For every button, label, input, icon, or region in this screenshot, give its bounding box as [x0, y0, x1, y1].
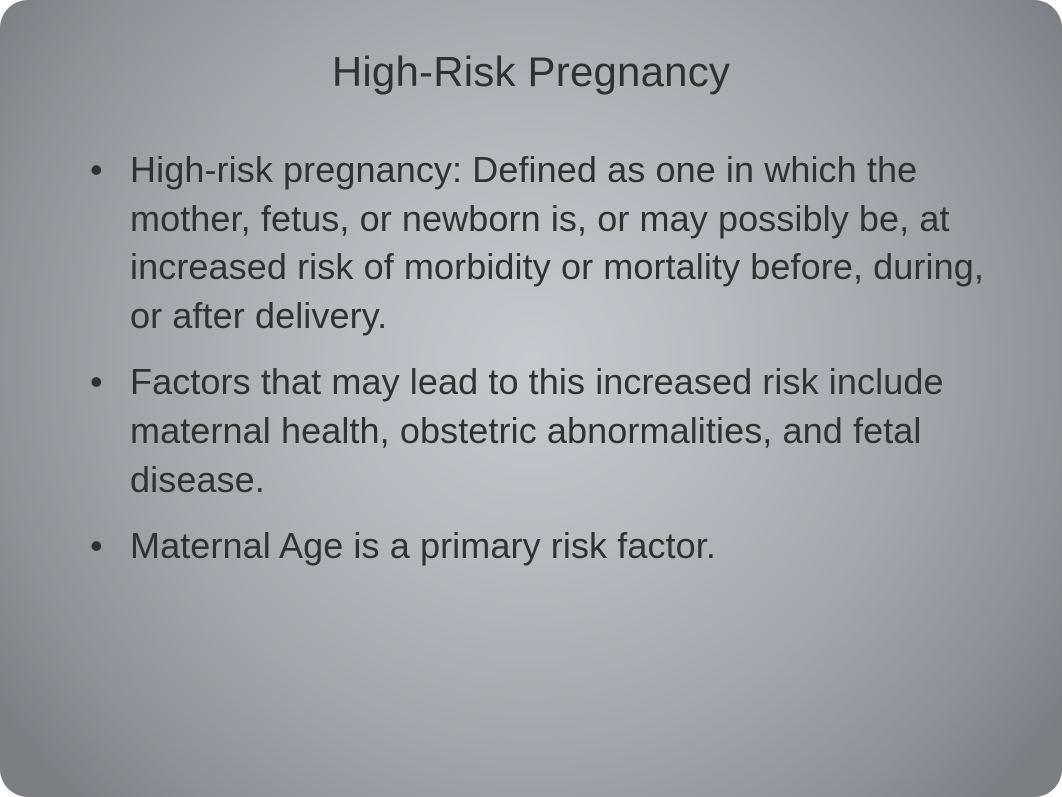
bullet-list: High-risk pregnancy: Defined as one in w…: [60, 146, 1002, 571]
bullet-text: Maternal Age is a primary risk factor.: [130, 525, 716, 566]
slide: High-Risk Pregnancy High-risk pregnancy:…: [0, 0, 1062, 797]
bullet-text: Factors that may lead to this increased …: [130, 361, 944, 499]
list-item: Maternal Age is a primary risk factor.: [90, 522, 992, 571]
bullet-text: High-risk pregnancy: Defined as one in w…: [130, 149, 984, 336]
slide-title: High-Risk Pregnancy: [60, 48, 1002, 96]
list-item: High-risk pregnancy: Defined as one in w…: [90, 146, 992, 340]
list-item: Factors that may lead to this increased …: [90, 358, 992, 504]
